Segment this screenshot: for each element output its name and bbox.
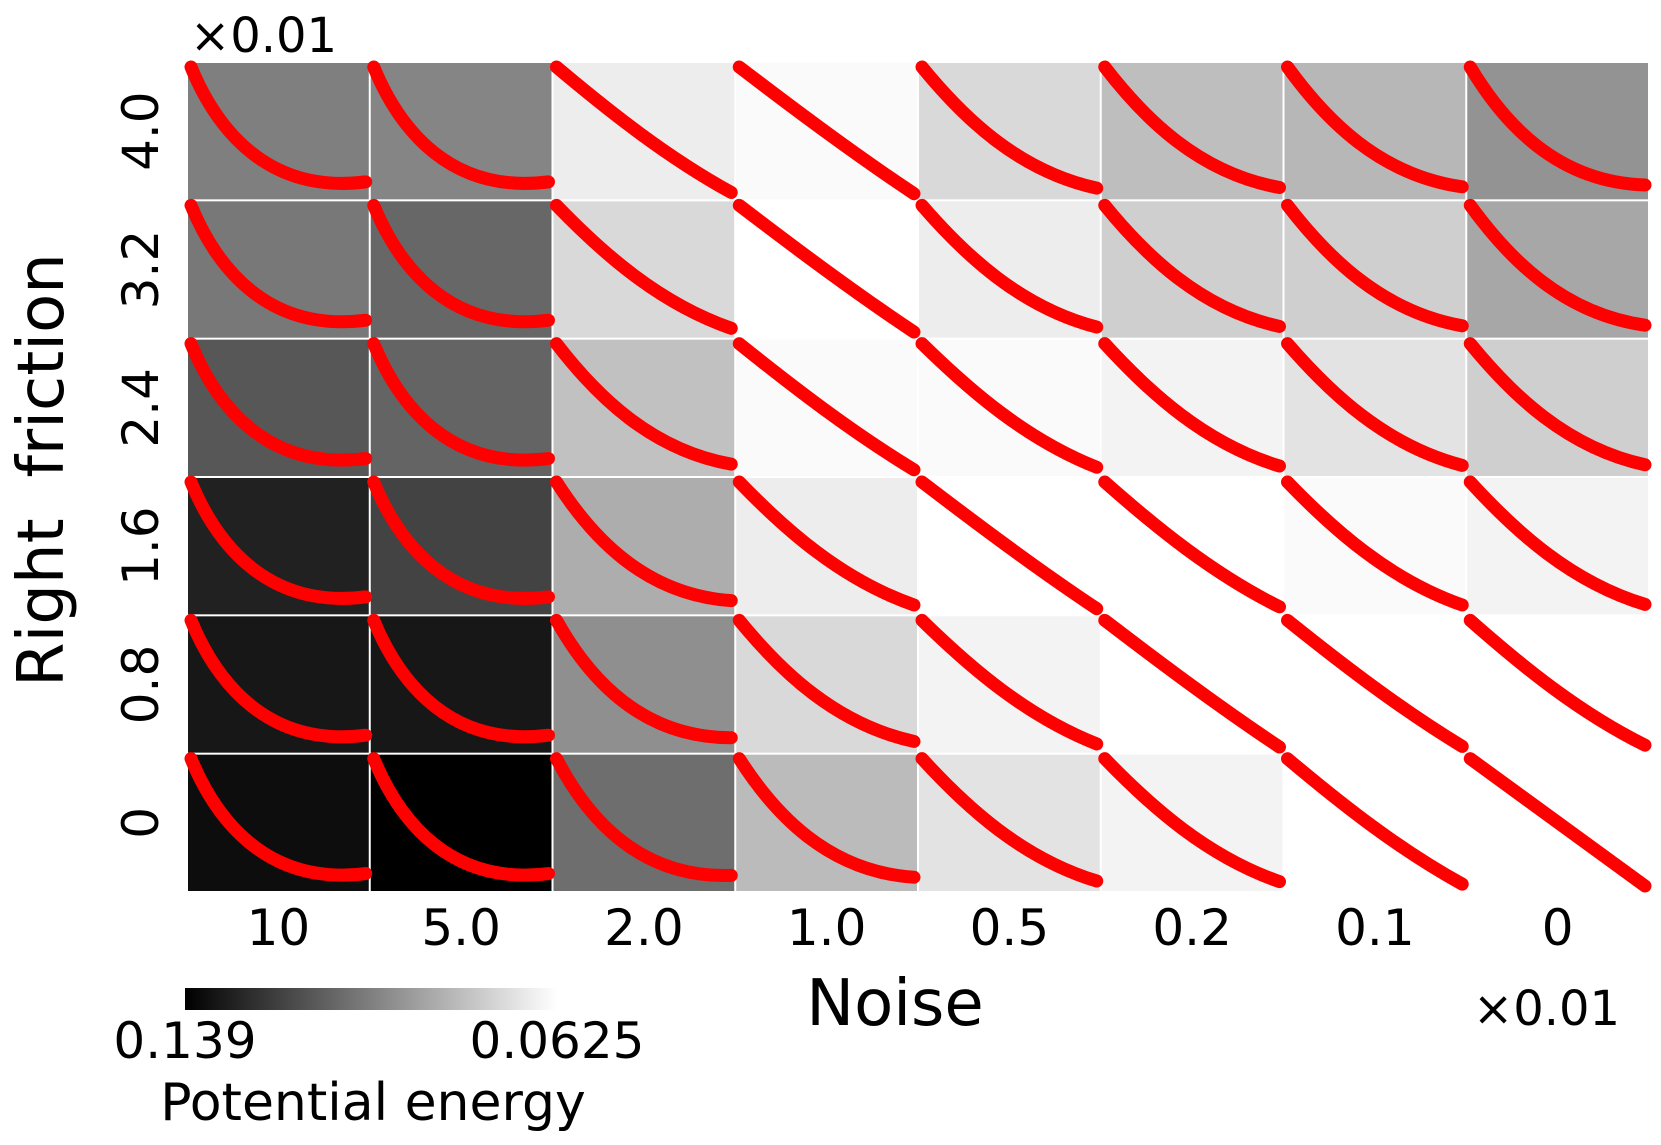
y-tick-label: 3.2 [112, 230, 170, 310]
trajectory-curve [367, 60, 555, 190]
x-tick-label: 0 [1542, 899, 1574, 957]
trajectory-curve [1463, 337, 1652, 472]
y-tick-label: 1.6 [112, 506, 170, 586]
trajectory-curve [184, 752, 373, 882]
trajectory-curve [1098, 337, 1286, 473]
x-tick-label: 5.0 [421, 899, 501, 957]
trajectory-curve [550, 198, 738, 335]
trajectory-curve [184, 613, 373, 744]
trajectory-curve [1281, 613, 1469, 753]
trajectory-curve [184, 475, 373, 605]
y-tick-label: 0.8 [112, 645, 170, 725]
trajectory-curve [1281, 60, 1469, 194]
trajectory-curve [184, 60, 373, 190]
trajectory-curve [732, 337, 921, 477]
trajectory-curve [732, 60, 921, 201]
trajectory-curve [732, 475, 921, 612]
trajectory-curve [732, 198, 921, 339]
trajectory-curve [184, 198, 373, 329]
trajectory-curves [184, 60, 1652, 893]
colorbar-label: Potential energy [160, 1073, 586, 1133]
trajectory-curve [732, 613, 921, 748]
x-tick-label: 0.2 [1152, 899, 1232, 957]
trajectory-curve [550, 613, 738, 745]
x-tick-label: 10 [247, 899, 311, 957]
trajectory-curve [1098, 613, 1286, 754]
trajectory-curve [732, 752, 921, 884]
trajectory-curve [367, 613, 555, 744]
trajectory-curve [367, 337, 555, 467]
trajectory-curve [915, 337, 1104, 474]
trajectory-curve [1098, 60, 1286, 194]
x-tick-label: 2.0 [604, 899, 684, 957]
trajectory-curve [1463, 752, 1652, 893]
y-tick-label: 2.4 [112, 368, 170, 448]
trajectory-curve [1098, 198, 1286, 333]
trajectory-curve [550, 60, 738, 199]
x-tick-label: 0.5 [970, 899, 1050, 957]
x-tick-labels: 10 5.0 2.0 1.0 0.5 0.2 0.1 0 [247, 899, 1574, 957]
trajectory-curve [1463, 613, 1652, 752]
x-tick-label: 1.0 [787, 899, 867, 957]
y-axis-label: Right friction [5, 253, 79, 687]
trajectory-curve [915, 475, 1104, 616]
trajectory-curve [915, 60, 1104, 195]
trajectory-curve [1281, 475, 1469, 612]
trajectory-curve [1463, 60, 1652, 192]
colorbar: 0.139 0.0625 Potential energy [113, 988, 644, 1133]
trajectory-curve [184, 337, 373, 467]
y-tick-label: 4.0 [112, 91, 170, 171]
trajectory-curve [1281, 752, 1469, 891]
trajectory-curve [915, 198, 1104, 334]
trajectory-curve [915, 752, 1104, 888]
trajectory-curve [367, 475, 555, 605]
y-axis-multiplier: ×0.01 [190, 8, 337, 64]
trajectory-curve [367, 198, 555, 329]
y-tick-label: 0 [112, 807, 170, 839]
trajectory-curve [1281, 198, 1469, 333]
trajectory-curve [1098, 752, 1286, 889]
trajectory-curve [550, 337, 738, 471]
y-tick-labels: 4.0 3.2 2.4 1.6 0.8 0 [112, 91, 170, 838]
trajectory-curve [1281, 337, 1469, 472]
trajectory-curve [1463, 475, 1652, 611]
trajectory-curve [1098, 475, 1286, 614]
trajectory-curve [915, 613, 1104, 751]
colorbar-gradient [185, 988, 557, 1010]
x-tick-label: 0.1 [1335, 899, 1415, 957]
trajectory-curve [550, 752, 738, 882]
colorbar-min-label: 0.139 [113, 1012, 256, 1070]
trajectory-curve [1463, 198, 1652, 332]
colorbar-max-label: 0.0625 [470, 1012, 645, 1070]
trajectory-curve [367, 752, 555, 882]
x-axis-label: Noise [806, 967, 984, 1041]
x-axis-multiplier: ×0.01 [1473, 981, 1620, 1037]
trajectory-curve [550, 475, 738, 608]
